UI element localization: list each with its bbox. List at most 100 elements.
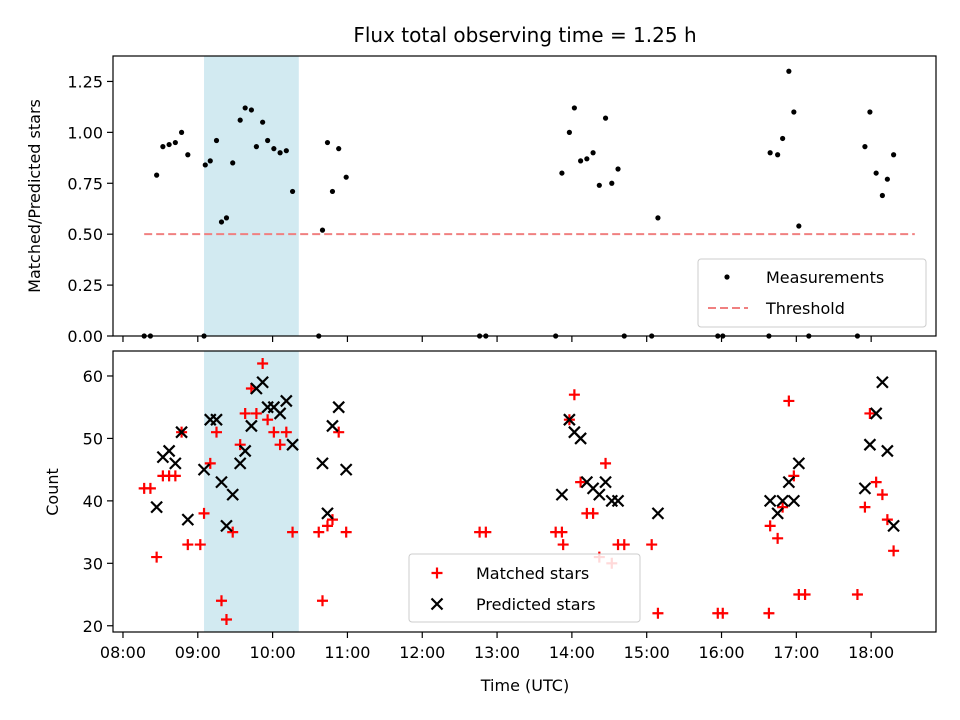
predicted-star-point: [332, 400, 345, 414]
measurement-point: [207, 158, 213, 164]
measurement-point: [172, 139, 178, 146]
x-tick-label: 14:00: [549, 643, 595, 662]
y-tick-label: 20: [83, 617, 103, 636]
top-y-ticks: 0.00 0.25 0.50 0.75 1.00 1.25: [67, 72, 113, 346]
matched-star-point: [239, 407, 251, 419]
predicted-star-point: [881, 444, 894, 458]
x-tick-label: 17:00: [773, 643, 819, 662]
matched-star-point: [204, 457, 216, 469]
matched-star-point: [859, 501, 871, 513]
measurement-point: [791, 109, 797, 115]
bottom-y-axis-label: Count: [43, 468, 62, 516]
predicted-star-point: [876, 375, 889, 389]
legend-label-threshold: Threshold: [765, 299, 845, 318]
top-shaded-region: [204, 56, 299, 336]
predicted-star-point: [321, 507, 334, 520]
predicted-star-point: [326, 419, 339, 433]
legend-marker-measurements: [724, 274, 730, 280]
axes-frame: [112, 55, 937, 337]
matched-star-point: [575, 476, 587, 488]
predicted-star-point: [286, 438, 299, 451]
measurement-point: [609, 180, 615, 186]
predicted-star-point: [169, 457, 182, 470]
measurement-point: [185, 152, 191, 158]
matched-star-point: [220, 614, 232, 626]
measurement-point: [178, 129, 185, 135]
matched-star-point: [227, 526, 239, 538]
predicted-star-point: [220, 519, 233, 533]
measurement-point: [223, 215, 230, 221]
x-tick-label: 15:00: [624, 643, 670, 662]
measurement-point: [213, 137, 220, 144]
x-tick-label: 13:00: [474, 643, 520, 662]
predicted-star-point: [233, 457, 247, 470]
predicted-star-point: [651, 507, 665, 520]
measurement-point: [271, 146, 277, 152]
predicted-star-point: [245, 419, 258, 433]
matched-star-point: [480, 526, 492, 538]
matched-star-point: [788, 470, 800, 482]
measurement-point: [237, 117, 243, 123]
y-tick-label: 0.00: [67, 327, 103, 346]
measurement-point: [277, 150, 283, 156]
matched-star-point: [287, 526, 299, 538]
matched-star-point: [646, 539, 658, 551]
predicted-star-point: [887, 519, 900, 533]
matched-star-point: [333, 426, 345, 438]
x-tick-label: 16:00: [698, 643, 744, 662]
y-tick-label: 60: [83, 367, 103, 386]
chart-title: Flux total observing time = 1.25 h: [353, 23, 696, 47]
predicted-star-point: [782, 475, 796, 489]
x-tick-label: 10:00: [250, 643, 296, 662]
measurement-point: [242, 105, 248, 111]
matched-star-point: [618, 539, 630, 551]
measurement-point: [160, 144, 166, 150]
measurement-point: [602, 115, 609, 121]
matched-star-point: [194, 539, 206, 551]
matched-star-point: [262, 414, 274, 426]
measurement-point: [289, 188, 296, 195]
matched-star-point: [151, 551, 163, 563]
measurement-point: [336, 146, 342, 152]
measurement-point: [559, 170, 565, 176]
bottom-y-ticks: 20 30 40 50 60: [83, 367, 113, 636]
top-x-ticks: [122, 336, 872, 342]
y-tick-label: 50: [83, 429, 103, 448]
observing-window-shade: [204, 56, 299, 336]
predicted-star-point: [863, 438, 877, 451]
legend-marker-matched: [431, 567, 443, 579]
measurement-point: [578, 158, 584, 164]
matched-star-point: [772, 532, 784, 544]
measurement-point: [283, 148, 289, 154]
measurement-point: [230, 160, 236, 166]
top-axes-frame: [112, 55, 937, 337]
matched-star-point: [652, 607, 664, 619]
predicted-star-point: [763, 494, 777, 508]
matched-star-point: [340, 526, 352, 538]
predicted-star-point: [858, 482, 872, 495]
predicted-star-point: [771, 507, 784, 520]
matched-star-point: [864, 407, 876, 419]
predicted-star-point: [776, 494, 789, 508]
predicted-star-point: [150, 500, 163, 514]
predicted-star-point: [215, 475, 228, 489]
predicted-star-point: [593, 488, 606, 501]
predicted-star-point: [226, 488, 239, 501]
top-panel: 0.00 0.25 0.50 0.75 1.00 1.25 Flux total obse…: [25, 23, 937, 346]
measurement-point: [218, 219, 225, 225]
matched-star-point: [764, 520, 776, 532]
measurement-point: [343, 174, 349, 180]
measurement-point: [780, 135, 786, 142]
predicted-star-point: [869, 407, 883, 420]
predicted-star-point: [197, 463, 211, 476]
matched-star-point: [568, 389, 580, 401]
y-tick-label: 0.25: [67, 276, 103, 295]
y-tick-label: 30: [83, 554, 103, 573]
legend-label-matched: Matched stars: [476, 564, 589, 583]
predicted-star-point: [339, 463, 353, 476]
measurement-point: [260, 119, 266, 125]
predicted-star-point: [162, 444, 176, 458]
matched-star-point: [198, 507, 210, 519]
predicted-star-point: [792, 457, 806, 470]
